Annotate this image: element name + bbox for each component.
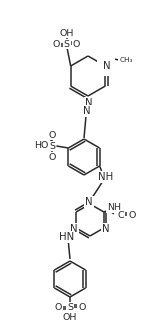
Text: O: O [54,302,62,311]
Text: C: C [118,210,124,219]
Text: O: O [49,130,56,139]
Text: O: O [128,210,136,219]
Text: HO: HO [34,140,49,149]
Text: O: O [73,40,80,48]
Text: O: O [53,40,60,48]
Text: S: S [67,302,73,311]
Text: S: S [64,40,70,48]
Text: HN: HN [59,232,74,242]
Text: N: N [103,61,110,71]
Text: OH: OH [63,312,77,321]
Text: N: N [85,98,93,108]
Text: O: O [49,152,56,161]
Text: O: O [78,302,86,311]
Text: NH: NH [98,172,113,182]
Text: S: S [49,141,55,150]
Text: N: N [102,224,110,234]
Text: NH: NH [107,204,121,212]
Text: N: N [85,197,93,207]
Text: N: N [70,224,78,234]
Text: OH: OH [59,29,74,38]
Text: CH₃: CH₃ [120,57,133,63]
Text: N: N [83,106,91,116]
